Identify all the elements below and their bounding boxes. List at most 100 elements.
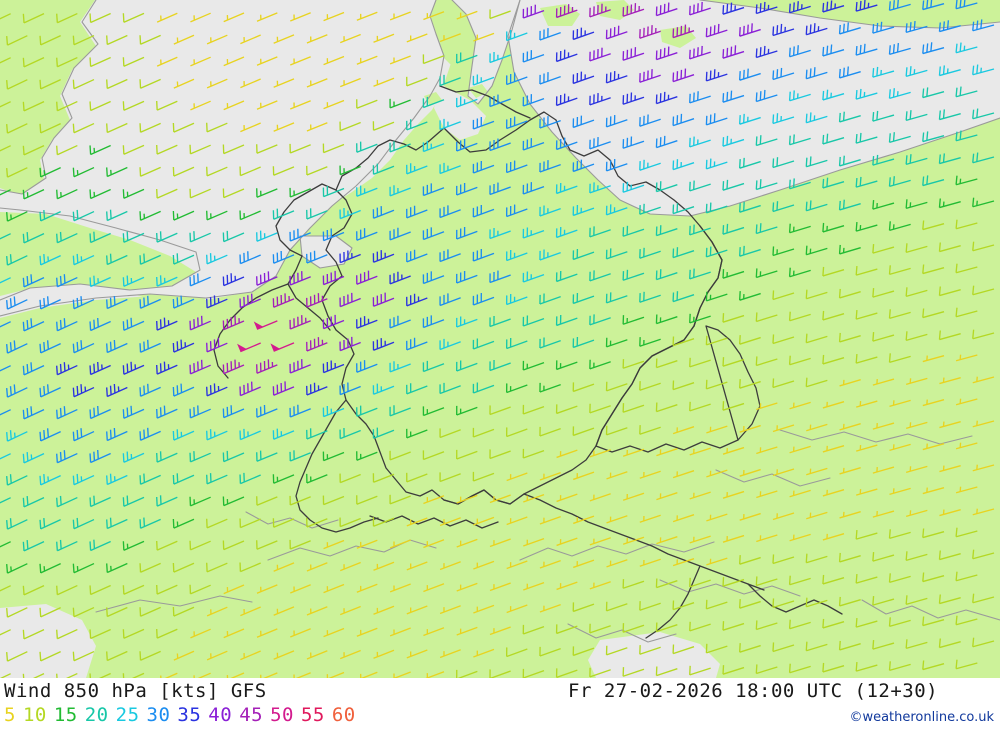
wind-barb [322, 270, 345, 286]
wind-barb [39, 210, 61, 222]
wind-barb [888, 661, 911, 672]
wind-barb [406, 293, 428, 307]
wind-barb [589, 47, 611, 62]
wind-barb [439, 162, 461, 175]
wind-barb [555, 137, 578, 151]
wind-barb [905, 465, 928, 474]
map-canvas[interactable] [0, 0, 1000, 678]
wind-barb [972, 464, 995, 472]
wind-barb [722, 313, 745, 323]
sea-polygon-6 [0, 604, 96, 678]
wind-barb [156, 405, 178, 419]
wind-barb [222, 540, 245, 551]
wind-barb [339, 382, 361, 396]
wind-barb [422, 96, 445, 109]
wind-barb [772, 334, 795, 345]
country-border-path-14 [747, 583, 843, 615]
wind-barb [605, 248, 628, 260]
wind-barb [106, 253, 128, 266]
wind-barb [573, 559, 595, 569]
wind-barb [855, 618, 878, 628]
wind-barb [522, 624, 545, 635]
wind-barb [56, 406, 78, 420]
wind-barb [172, 606, 195, 617]
wind-barb [326, 671, 345, 678]
sea-polygon-0 [0, 0, 444, 316]
wind-barb [756, 534, 778, 543]
wind-barb [955, 527, 978, 538]
wind-barb [206, 78, 228, 89]
wind-barb [339, 165, 361, 176]
wind-barb [872, 466, 895, 474]
wind-barb [955, 615, 978, 626]
wind-barb [306, 382, 328, 396]
wind-barb [789, 401, 811, 410]
wind-barb [788, 178, 811, 190]
wind-barb [556, 537, 578, 547]
wind-barb [439, 249, 461, 263]
wind-barb [706, 513, 728, 522]
wind-barb [272, 518, 295, 528]
wind-barb [172, 122, 195, 133]
wind-barb [489, 669, 511, 678]
wind-barb [955, 219, 978, 230]
wind-barb [889, 399, 911, 408]
wind-barb [722, 90, 745, 103]
wind-barb [373, 649, 395, 659]
wind-barb [237, 342, 261, 353]
wind-barb [622, 448, 645, 457]
wind-barb [239, 210, 261, 221]
wind-barb [556, 581, 578, 591]
wind-barb [439, 517, 461, 527]
wind-barb [239, 472, 261, 485]
wind-barb [356, 185, 378, 197]
wind-barb [938, 153, 961, 165]
wind-barb [270, 342, 295, 352]
wind-barb [456, 227, 478, 240]
wind-barb [372, 250, 395, 263]
wind-barb [655, 402, 678, 413]
wind-barb [6, 211, 28, 222]
wind-barb [172, 383, 195, 397]
wind-barb [89, 231, 111, 244]
coastline-path-15 [715, 469, 831, 487]
wind-barb [56, 495, 78, 508]
wind-barb [489, 227, 511, 240]
wind-barb [156, 275, 178, 287]
wind-barb [273, 650, 295, 660]
wind-barb [423, 539, 445, 549]
wind-barb [222, 144, 245, 155]
wind-barb [256, 100, 278, 110]
wind-barb [389, 494, 411, 505]
wind-barb [639, 470, 661, 479]
wind-barb [955, 42, 978, 54]
wind-barb [272, 208, 295, 220]
wind-barb [22, 274, 45, 288]
wind-barb [788, 355, 811, 366]
wind-barb [472, 471, 495, 482]
wind-barb [806, 511, 828, 520]
wind-barb [322, 451, 345, 462]
country-border-path-2 [693, 225, 723, 327]
wind-barb [838, 111, 861, 123]
wind-barb [655, 181, 678, 193]
wind-barb [72, 517, 95, 530]
wind-barb [838, 288, 861, 299]
wind-barb [972, 508, 995, 516]
wind-barb [0, 321, 11, 328]
wind-barb [888, 132, 911, 144]
wind-barb [423, 627, 445, 637]
wind-barb [156, 188, 178, 199]
wind-barb [905, 421, 928, 430]
wind-barb [522, 182, 545, 195]
wind-barb [190, 12, 211, 23]
wind-barb [523, 493, 545, 503]
wind-barb [72, 296, 95, 310]
wind-barb [772, 67, 795, 81]
wind-barb [938, 594, 961, 605]
wind-barb [639, 247, 661, 259]
wind-barb [389, 539, 411, 549]
wind-barb [139, 606, 161, 617]
wind-barb [705, 335, 728, 346]
wind-barb [622, 403, 645, 413]
